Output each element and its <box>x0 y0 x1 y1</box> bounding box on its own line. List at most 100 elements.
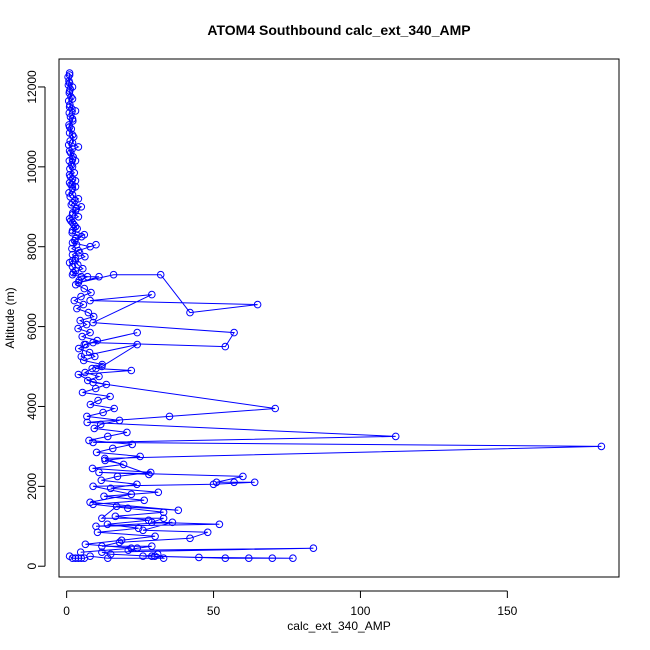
x-tick-label: 150 <box>497 604 517 618</box>
data-point <box>85 436 93 445</box>
y-tick-label: 10000 <box>25 150 39 184</box>
data-point <box>84 376 92 385</box>
data-point <box>71 280 80 289</box>
y-tick-label: 4000 <box>25 393 39 420</box>
data-point <box>174 506 183 515</box>
data-point <box>94 396 102 405</box>
data-point <box>140 496 148 505</box>
data-point <box>68 228 76 237</box>
data-point <box>271 404 280 413</box>
data-point <box>165 412 174 421</box>
data-point <box>110 404 118 413</box>
data-point <box>186 534 194 543</box>
data-point <box>66 101 74 109</box>
data-point <box>89 500 97 509</box>
data-point <box>81 252 89 261</box>
data-point <box>134 524 143 533</box>
x-tick-label: 0 <box>63 604 70 618</box>
data-point <box>119 460 128 469</box>
data-point <box>95 272 103 281</box>
data-point <box>106 392 114 401</box>
data-point <box>133 340 141 349</box>
data-point <box>159 514 168 523</box>
data-point <box>92 448 101 457</box>
data-point <box>66 137 74 145</box>
data-point <box>89 482 97 491</box>
data-point <box>80 284 89 293</box>
data-point <box>77 232 86 241</box>
data-point <box>98 360 106 369</box>
data-point <box>117 536 126 545</box>
data-point <box>97 476 106 485</box>
data-point <box>93 528 102 537</box>
data-point <box>209 480 218 489</box>
data-point <box>133 480 141 489</box>
y-tick-label: 0 <box>25 563 39 570</box>
data-point <box>250 478 259 487</box>
data-point <box>86 400 95 409</box>
data-point <box>67 161 76 169</box>
data-point <box>70 236 79 245</box>
data-point <box>81 340 90 349</box>
y-tick-label: 2000 <box>25 473 39 500</box>
plot-frame <box>58 58 620 578</box>
data-point <box>67 93 75 101</box>
data-point <box>127 366 136 375</box>
data-point <box>102 380 111 389</box>
data-point <box>93 336 101 345</box>
data-point <box>83 418 91 427</box>
data-point <box>133 544 141 553</box>
data-point <box>81 368 89 377</box>
data-point <box>79 300 88 309</box>
data-point <box>78 332 86 341</box>
data-point <box>156 270 165 279</box>
data-point <box>64 73 72 81</box>
data-point <box>67 201 76 209</box>
data-point <box>128 440 136 449</box>
data-point <box>81 540 90 549</box>
data-point <box>91 352 99 361</box>
data-point <box>151 532 159 541</box>
data-point <box>65 71 74 79</box>
data-point <box>71 177 80 185</box>
y-axis-label: Altitude (m) <box>3 287 17 348</box>
data-point <box>109 444 117 453</box>
data-point <box>127 544 136 553</box>
x-axis-label: calc_ext_340_AMP <box>287 619 390 633</box>
data-point <box>79 264 87 273</box>
data-point <box>168 518 177 527</box>
data-point <box>88 364 96 373</box>
data-point <box>89 312 98 321</box>
data-point <box>289 554 297 563</box>
data-point <box>98 548 106 557</box>
data-point <box>74 213 83 221</box>
data-point <box>73 224 81 233</box>
data-point <box>90 424 99 433</box>
data-point <box>145 470 153 479</box>
data-point <box>77 352 86 361</box>
data-point <box>245 554 253 563</box>
data-point <box>74 324 82 333</box>
data-point <box>253 300 262 309</box>
data-point <box>109 270 118 279</box>
data-point <box>64 97 73 105</box>
data-point <box>139 526 147 535</box>
data-point <box>115 538 124 547</box>
data-point <box>80 554 89 563</box>
data-point <box>74 344 83 353</box>
data-point <box>65 157 74 165</box>
data-point <box>239 472 247 481</box>
y-tick-label: 12000 <box>25 70 39 104</box>
data-point <box>86 296 94 305</box>
data-point <box>65 69 74 77</box>
data-point <box>144 516 153 525</box>
data-point <box>70 169 79 177</box>
data-point <box>79 356 88 365</box>
data-point <box>230 478 238 487</box>
data-point <box>186 308 194 317</box>
data-point <box>100 492 108 501</box>
data-point <box>221 342 230 351</box>
data-point <box>104 432 112 441</box>
data-point <box>104 554 112 563</box>
data-point <box>65 109 74 117</box>
